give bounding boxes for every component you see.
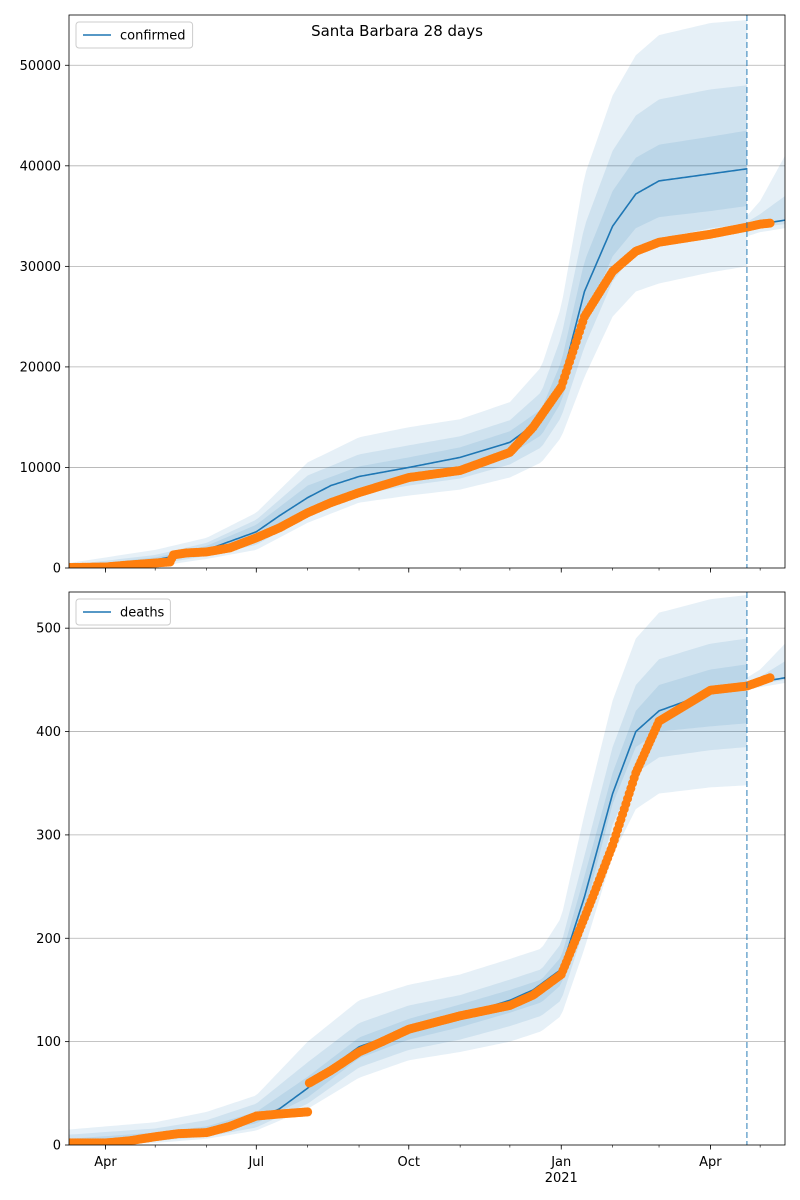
y-tick-label: 500	[36, 622, 61, 637]
series-markers-observed	[69, 673, 775, 1145]
data-point	[765, 673, 775, 683]
y-tick-label: 10000	[20, 461, 61, 476]
y-tick-label: 200	[36, 932, 61, 947]
x-tick-label: Apr	[94, 1155, 117, 1170]
y-tick-label: 50000	[20, 59, 61, 74]
x-tick-label: Oct	[398, 1155, 420, 1170]
uncertainty-band-forecast-outer	[746, 155, 785, 237]
y-tick-label: 300	[36, 828, 61, 843]
uncertainty-band-inner	[69, 130, 747, 568]
legend-label: confirmed	[120, 29, 186, 44]
grid-lines	[69, 627, 785, 1043]
data-point	[303, 1107, 313, 1117]
y-tick-label: 40000	[20, 159, 61, 174]
uncertainty-band-inner	[69, 664, 747, 1144]
plot-frame	[68, 591, 786, 1146]
chart-panels: 0 10000 20000 30000 40000 50000 confirmed 0 100 2…	[20, 14, 786, 1186]
x-tick-sublabel: 2021	[545, 1171, 578, 1186]
y-tick-label: 400	[36, 725, 61, 740]
x-tick-label: Apr	[699, 1155, 722, 1170]
series-markers-observed	[69, 218, 775, 568]
data-point	[765, 218, 775, 228]
legend-box	[75, 21, 194, 49]
y-tick-label: 20000	[20, 360, 61, 375]
y-tick-label: 0	[53, 562, 61, 577]
plot-area	[69, 20, 785, 568]
plot-frame	[68, 14, 786, 569]
uncertainty-band-outer	[69, 20, 747, 568]
legend-box	[75, 598, 171, 626]
y-tick-label: 0	[53, 1139, 61, 1154]
uncertainty-band-middle	[69, 638, 747, 1145]
legend: confirmed	[75, 21, 194, 49]
plot-area	[69, 595, 785, 1145]
y-tick-label: 30000	[20, 260, 61, 275]
figure-title: Santa Barbara 28 days	[311, 22, 483, 40]
legend: deaths	[75, 598, 171, 626]
x-tick-label: Jan	[550, 1155, 571, 1170]
grid-lines	[69, 64, 785, 468]
chart-panel-1: 0 10000 20000 30000 40000 50000 confirmed	[20, 14, 786, 577]
uncertainty-band-middle	[69, 85, 747, 568]
legend-label: deaths	[120, 606, 165, 621]
uncertainty-band-outer	[69, 595, 747, 1145]
y-tick-label: 100	[36, 1035, 61, 1050]
x-tick-label: Jul	[247, 1155, 264, 1170]
